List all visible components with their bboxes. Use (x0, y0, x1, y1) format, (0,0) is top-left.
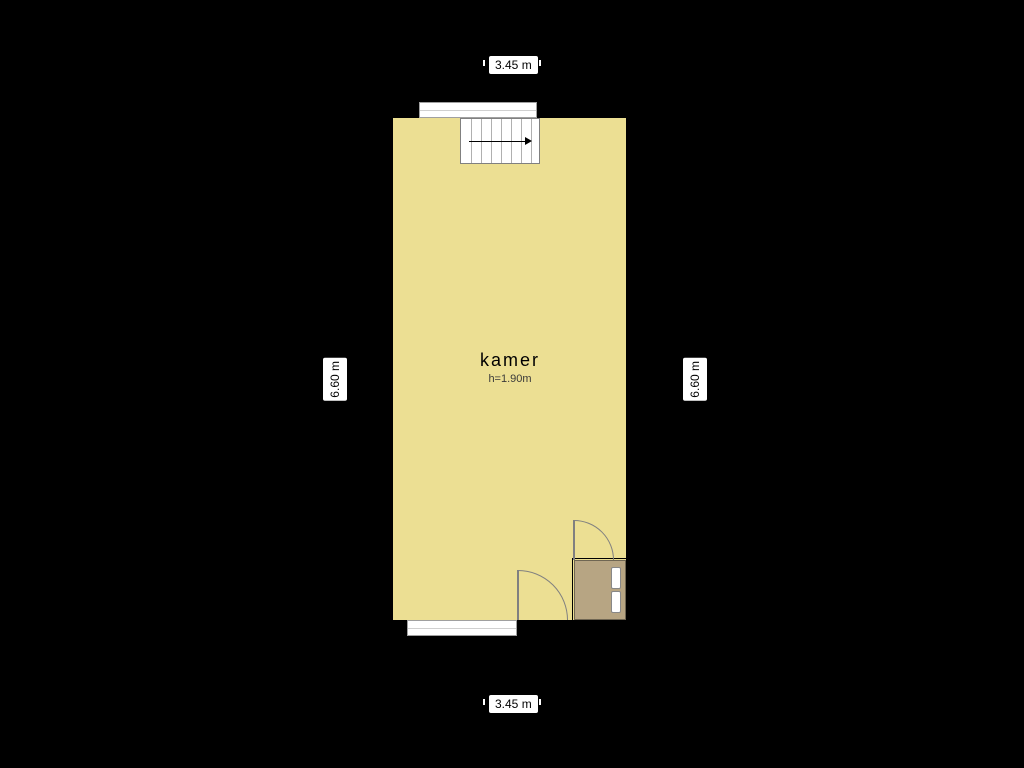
dimension-tick (483, 699, 485, 705)
dimension-right: 6.60 m (683, 358, 707, 401)
room-name: kamer (440, 350, 580, 371)
closet-fixture (611, 567, 621, 589)
window-top (419, 102, 537, 118)
closet-fixture (611, 591, 621, 613)
dimension-left: 6.60 m (323, 358, 347, 401)
room-height-label: h=1.90m (440, 373, 580, 385)
window-bottom (407, 620, 517, 636)
dimension-top: 3.45 m (489, 56, 538, 74)
dimension-tick (483, 60, 485, 66)
closet (574, 560, 626, 620)
stairs (460, 118, 540, 164)
dimension-tick (539, 699, 541, 705)
floorplan-canvas: 3.45 m 3.45 m 6.60 m 6.60 m (0, 0, 1024, 768)
dimension-bottom: 3.45 m (489, 695, 538, 713)
room-label: kamer h=1.90m (440, 350, 580, 385)
dimension-tick (539, 60, 541, 66)
